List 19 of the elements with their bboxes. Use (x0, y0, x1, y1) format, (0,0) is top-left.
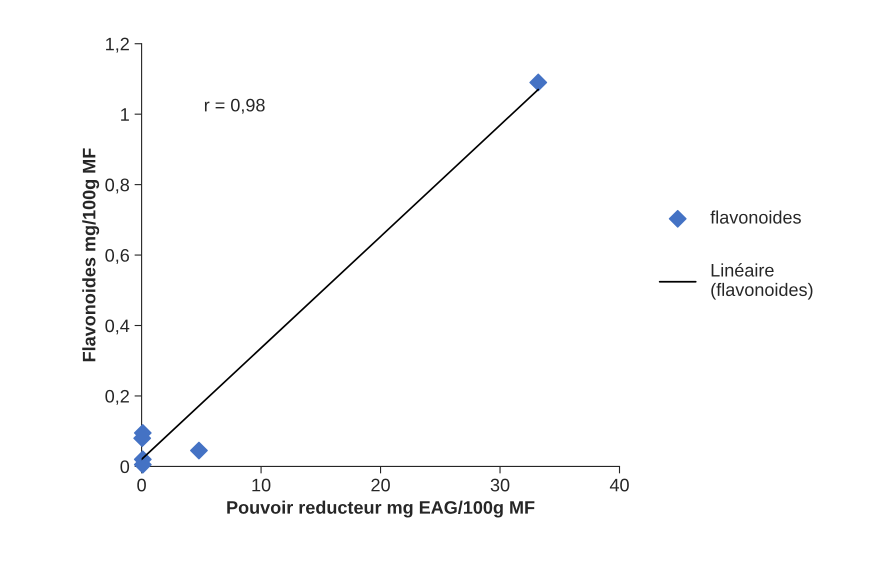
y-tick-label: 0 (120, 460, 130, 474)
x-axis-title: Pouvoir reducteur mg EAG/100g MF (227, 500, 534, 518)
x-tick-label: 10 (252, 478, 270, 492)
y-tick-label: 1,2 (106, 38, 129, 53)
y-tick-label: 0,4 (105, 319, 130, 334)
point (529, 74, 548, 92)
point (190, 442, 208, 460)
y-tick-label: 1 (121, 108, 129, 121)
y-tick-label: 0,8 (105, 178, 130, 194)
y-tick-label: 0,2 (105, 390, 129, 405)
y-axis-title: Flavonoides mg/100g MF (82, 148, 100, 362)
annotation: r = 0,98 (204, 98, 265, 114)
y-tick-label: 0,6 (105, 248, 130, 264)
x-tick-label: 30 (490, 478, 510, 492)
x-tick-label: 40 (610, 478, 629, 492)
legend-label: flavonoides (710, 210, 801, 224)
legend-label: Linéaire (flavonoides) (711, 263, 812, 300)
x-tick-label: 20 (371, 478, 390, 492)
x-tick-label: 0 (137, 478, 146, 492)
